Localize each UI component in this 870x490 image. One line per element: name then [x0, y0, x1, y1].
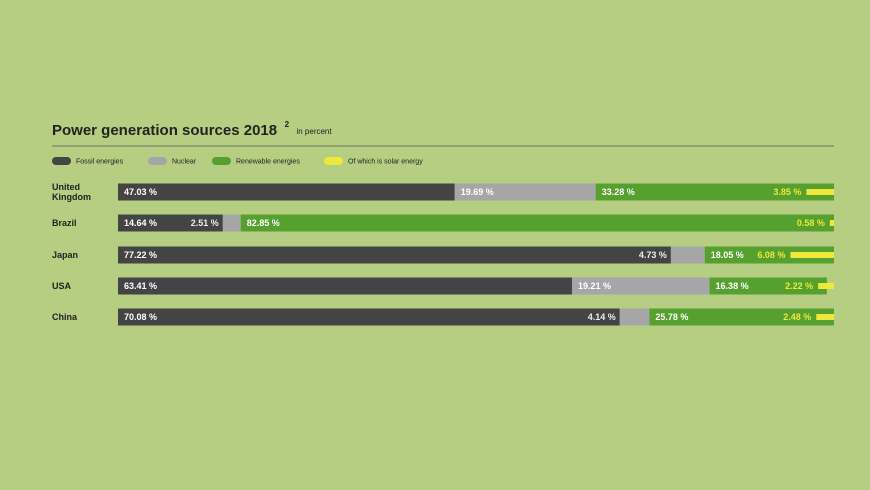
- value-label: 16.38 %: [716, 281, 749, 291]
- legend-label: Of which is solar energy: [348, 158, 423, 165]
- legend-swatch: [52, 157, 71, 165]
- chart-title: Power generation sources 2018 2 in perce…: [52, 116, 332, 139]
- value-label: 14.64 %: [124, 218, 157, 228]
- legend-swatch: [212, 157, 231, 165]
- title: Power generation sources 2018: [52, 122, 277, 139]
- value-label: 2.48 %: [783, 312, 811, 322]
- value-label: 25.78 %: [655, 312, 688, 322]
- bar-segment: [454, 183, 596, 201]
- legend-swatch: [148, 157, 167, 165]
- category-label: Japan: [52, 250, 79, 260]
- value-label: 6.08 %: [757, 250, 785, 260]
- legend-label: Nuclear: [172, 158, 197, 165]
- subtitle: in percent: [296, 127, 332, 136]
- value-label: 33.28 %: [602, 187, 635, 197]
- bar-segment: [240, 214, 834, 232]
- bar-segment-solar: [790, 252, 834, 258]
- value-label: 77.22 %: [124, 250, 157, 260]
- legend-label: Renewable energies: [236, 158, 300, 165]
- bar-segment: [704, 246, 834, 264]
- value-label: 82.85 %: [247, 218, 280, 228]
- value-label: 19.21 %: [578, 281, 611, 291]
- bar-segment: [118, 246, 671, 264]
- value-label: 4.14 %: [588, 312, 616, 322]
- bar-segment: [649, 308, 834, 326]
- legend-swatch: [324, 157, 343, 165]
- value-label: 3.85 %: [773, 187, 801, 197]
- bar-segment: [619, 308, 650, 326]
- category-label: China: [52, 312, 78, 322]
- bar-segment: [709, 277, 827, 295]
- value-label: 18.05 %: [711, 250, 744, 260]
- bar-segment-solar: [829, 220, 834, 226]
- category-label: United Kingdom: [52, 182, 91, 202]
- bar-segment: [595, 183, 834, 201]
- value-label: 63.41 %: [124, 281, 157, 291]
- bar-segment-solar: [818, 283, 834, 289]
- bar-segment: [670, 246, 705, 264]
- category-label: Brazil: [52, 218, 77, 228]
- value-label: 47.03 %: [124, 187, 157, 197]
- value-label: 2.22 %: [785, 281, 813, 291]
- value-label: 19.69 %: [461, 187, 494, 197]
- bar-segment: [118, 214, 223, 232]
- category-label: USA: [52, 281, 72, 291]
- bar-segment-solar: [806, 189, 834, 195]
- bar-segment: [222, 214, 241, 232]
- value-label: 0.58 %: [797, 218, 825, 228]
- legend-label: Fossil energies: [76, 158, 124, 165]
- value-label: 70.08 %: [124, 312, 157, 322]
- value-label: 2.51 %: [191, 218, 219, 228]
- bar-segment: [118, 277, 573, 295]
- bar-segment: [118, 308, 620, 326]
- value-label: 4.73 %: [639, 250, 667, 260]
- bar-segment: [572, 277, 710, 295]
- title-note: 2: [285, 120, 290, 129]
- bar-segment: [118, 183, 455, 201]
- bar-segment-solar: [816, 314, 834, 320]
